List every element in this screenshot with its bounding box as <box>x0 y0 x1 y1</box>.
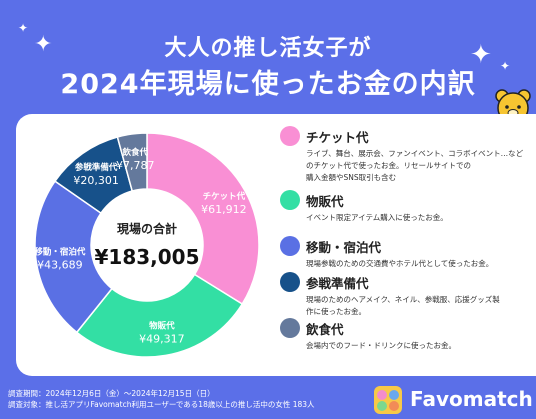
legend-color-dot <box>280 190 300 210</box>
sparkle-icon: ✦ <box>500 59 511 73</box>
survey-period: 調査期間：2024年12月6日（金）〜2024年12月15日（日） <box>8 389 215 398</box>
favomatch-logo-icon <box>374 386 402 414</box>
legend-color-dot <box>280 272 300 292</box>
page-title-line1: 大人の推し活女子が <box>164 36 372 61</box>
donut-segment <box>146 132 260 306</box>
sparkle-icon: ✦ <box>18 21 29 35</box>
segment-category-label: チケット代 <box>203 191 246 202</box>
sparkle-icon: ✦ <box>470 40 492 70</box>
sparkle-icon: ✦ <box>34 32 53 57</box>
footer: 調査期間：2024年12月6日（金）〜2024年12月15日（日） 調査対象：推… <box>8 388 315 410</box>
legend-description: 現場のためのヘアメイク、ネイル、参戦服、応援グッズ製 作に使ったお金。 <box>306 295 500 316</box>
legend-description: 現場参戦のための交通費やホテル代として使ったお金。 <box>306 259 494 268</box>
segment-value-label: ¥43,689 <box>37 259 83 272</box>
segment-category-label: 参戦準備代 <box>75 162 118 173</box>
survey-target: 調査対象：推し活アプリFavomatch利用ユーザーである18歳以上の推し活中の… <box>8 400 315 409</box>
legend-color-dot <box>280 318 300 338</box>
title-area: ✦ ✦ ✦ ✦ 大人の推し活女子が 2024年現場に使ったお金の内訳 <box>0 0 536 110</box>
legend-title: 物販代 <box>306 194 344 209</box>
segment-value-label: ¥49,317 <box>139 333 185 346</box>
donut-segment <box>34 180 113 334</box>
legend-title: 移動・宿泊代 <box>306 240 382 255</box>
segment-value-label: ¥20,301 <box>73 174 119 187</box>
segment-value-label: ¥61,912 <box>201 203 247 216</box>
donut-chart: 現場の合計 ¥183,005 チケット代¥61,912 物販代¥49,317 移動・… <box>34 132 260 358</box>
donut-segment <box>116 132 148 192</box>
center-total: ¥183,005 <box>94 245 199 269</box>
segment-category-label: 飲食代 <box>122 147 149 158</box>
legend-description: ライブ、舞台、展示会、ファンイベント、コラボイベント…などのチケット代で使ったお… <box>306 149 524 182</box>
legend-color-dot <box>280 126 300 146</box>
legend-title: 飲食代 <box>306 322 344 337</box>
segment-category-label: 物販代 <box>149 321 175 332</box>
brand-name: Favomatch <box>410 387 533 411</box>
legend-color-dot <box>280 236 300 256</box>
legend-title: チケット代 <box>306 130 369 145</box>
center-label: 現場の合計 <box>117 221 177 236</box>
legend-description: イベント限定アイテム購入に使ったお金。 <box>306 213 448 222</box>
legend-description: 会場内でのフード・ドリンクに使ったお金。 <box>306 341 456 350</box>
segment-category-label: 移動・宿泊代 <box>34 247 86 258</box>
legend-title: 参戦準備代 <box>306 276 369 291</box>
page-title-line2: 2024年現場に使ったお金の内訳 <box>60 69 476 100</box>
segment-value-label: ¥7,787 <box>116 159 155 172</box>
donut-segment <box>75 273 244 358</box>
